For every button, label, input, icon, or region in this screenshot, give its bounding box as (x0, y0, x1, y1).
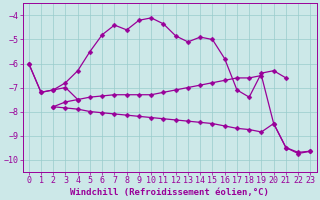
X-axis label: Windchill (Refroidissement éolien,°C): Windchill (Refroidissement éolien,°C) (70, 188, 269, 197)
